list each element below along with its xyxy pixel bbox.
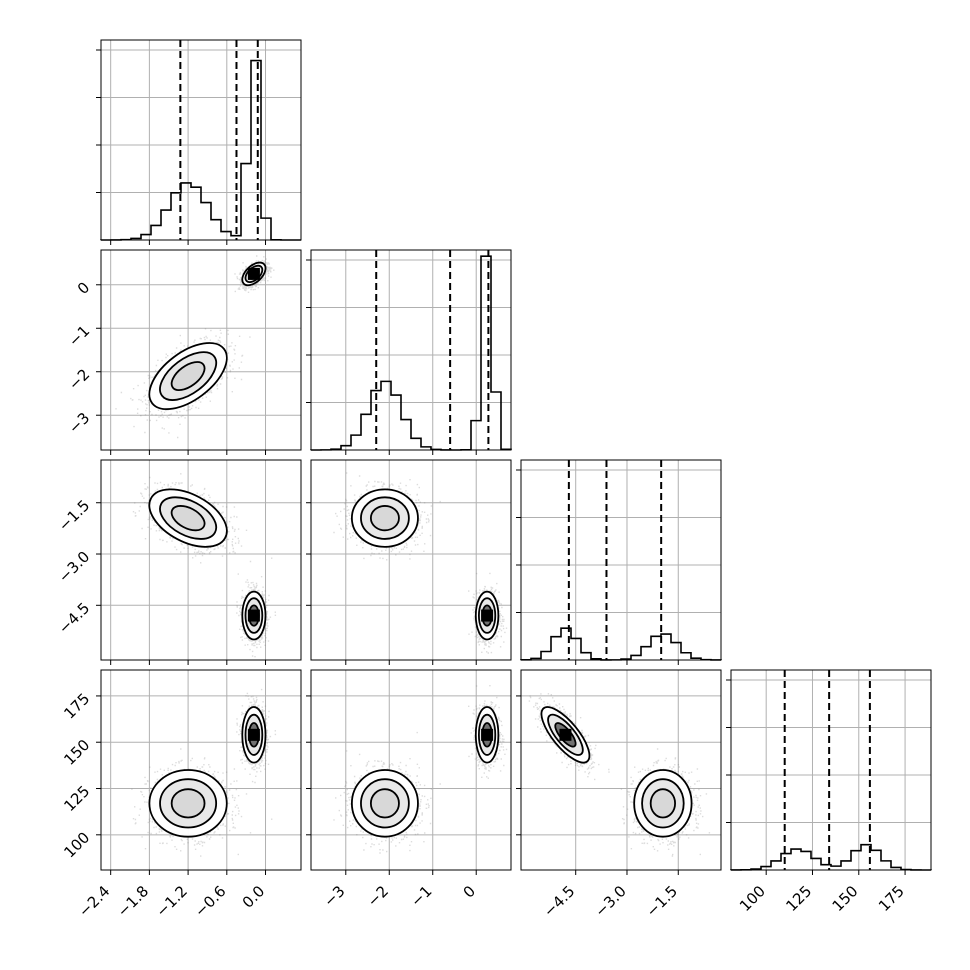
contour-group [350, 488, 419, 548]
density-peak [247, 728, 260, 741]
x-tick-label: −2.4 [75, 882, 113, 920]
y-tick-label: −1.5 [55, 496, 93, 534]
contour-level-inner [369, 505, 400, 532]
y-tick-label: 150 [60, 736, 93, 769]
x-tick-label: −2 [364, 882, 392, 910]
contour-group [148, 769, 228, 838]
density-peak [247, 267, 260, 280]
panel-frame-4-3 [520, 669, 722, 871]
y-tick-label: −2 [65, 365, 93, 393]
contour-level-inner [170, 505, 206, 532]
contour-level-inner [649, 788, 676, 819]
x-tick-label: −1.5 [643, 882, 681, 920]
x-tick-label: −1 [407, 882, 435, 910]
grid-layer [101, 40, 931, 870]
x-tick-label: −4.5 [540, 882, 578, 920]
density-peak [247, 609, 260, 622]
x-tick-label: 125 [782, 882, 815, 915]
panel-frame-1-1 [100, 39, 302, 241]
marks-layer [100, 40, 932, 871]
panel-frame-3-2 [310, 459, 512, 661]
panel-frame-4-4 [730, 669, 932, 871]
scatter-samples [132, 473, 277, 658]
x-tick-label: −3 [320, 882, 348, 910]
scatter-points-3-1 [132, 473, 277, 658]
histogram-3 [520, 627, 722, 661]
x-tick-label: −0.6 [191, 882, 229, 920]
frames-layer [100, 39, 932, 871]
contour-level-inner [170, 361, 206, 392]
y-tick-label: 125 [60, 782, 93, 815]
panel-frame-2-2 [310, 249, 512, 451]
x-tick-label: −1.2 [152, 882, 190, 920]
contour-group [350, 769, 419, 838]
y-tick-label: 0 [74, 278, 93, 297]
y-tick-label: −4.5 [55, 599, 93, 637]
density-peak [481, 728, 494, 741]
panel-frame-2-1 [100, 249, 302, 451]
x-tick-label: −1.8 [114, 882, 152, 920]
x-tick-label: 0 [460, 882, 479, 901]
contour-level-inner [170, 788, 206, 819]
y-tick-label: −3 [65, 409, 93, 437]
y-tick-label: −3.0 [55, 548, 93, 586]
histogram-2 [310, 255, 512, 451]
panel-frame-4-2 [310, 669, 512, 871]
density-peak [481, 609, 494, 622]
density-peak [559, 728, 572, 741]
panel-frame-4-1 [100, 669, 302, 871]
y-tick-label: 175 [60, 690, 93, 723]
histogram-4 [730, 843, 932, 871]
y-tick-label: −1 [65, 322, 93, 350]
contour-group [633, 769, 693, 838]
contour-group [148, 342, 228, 411]
x-tick-label: −3.0 [591, 882, 629, 920]
panel-frame-3-3 [520, 459, 722, 661]
x-tick-label: 175 [875, 882, 908, 915]
x-tick-label: 150 [829, 882, 862, 915]
x-tick-label: 0.0 [239, 882, 269, 912]
contour-group [148, 488, 228, 548]
histogram-1 [100, 59, 301, 241]
y-tick-label: 100 [60, 828, 93, 861]
panel-frame-3-1 [100, 459, 302, 661]
contour-level-inner [369, 788, 400, 819]
x-tick-label: 100 [736, 882, 769, 915]
